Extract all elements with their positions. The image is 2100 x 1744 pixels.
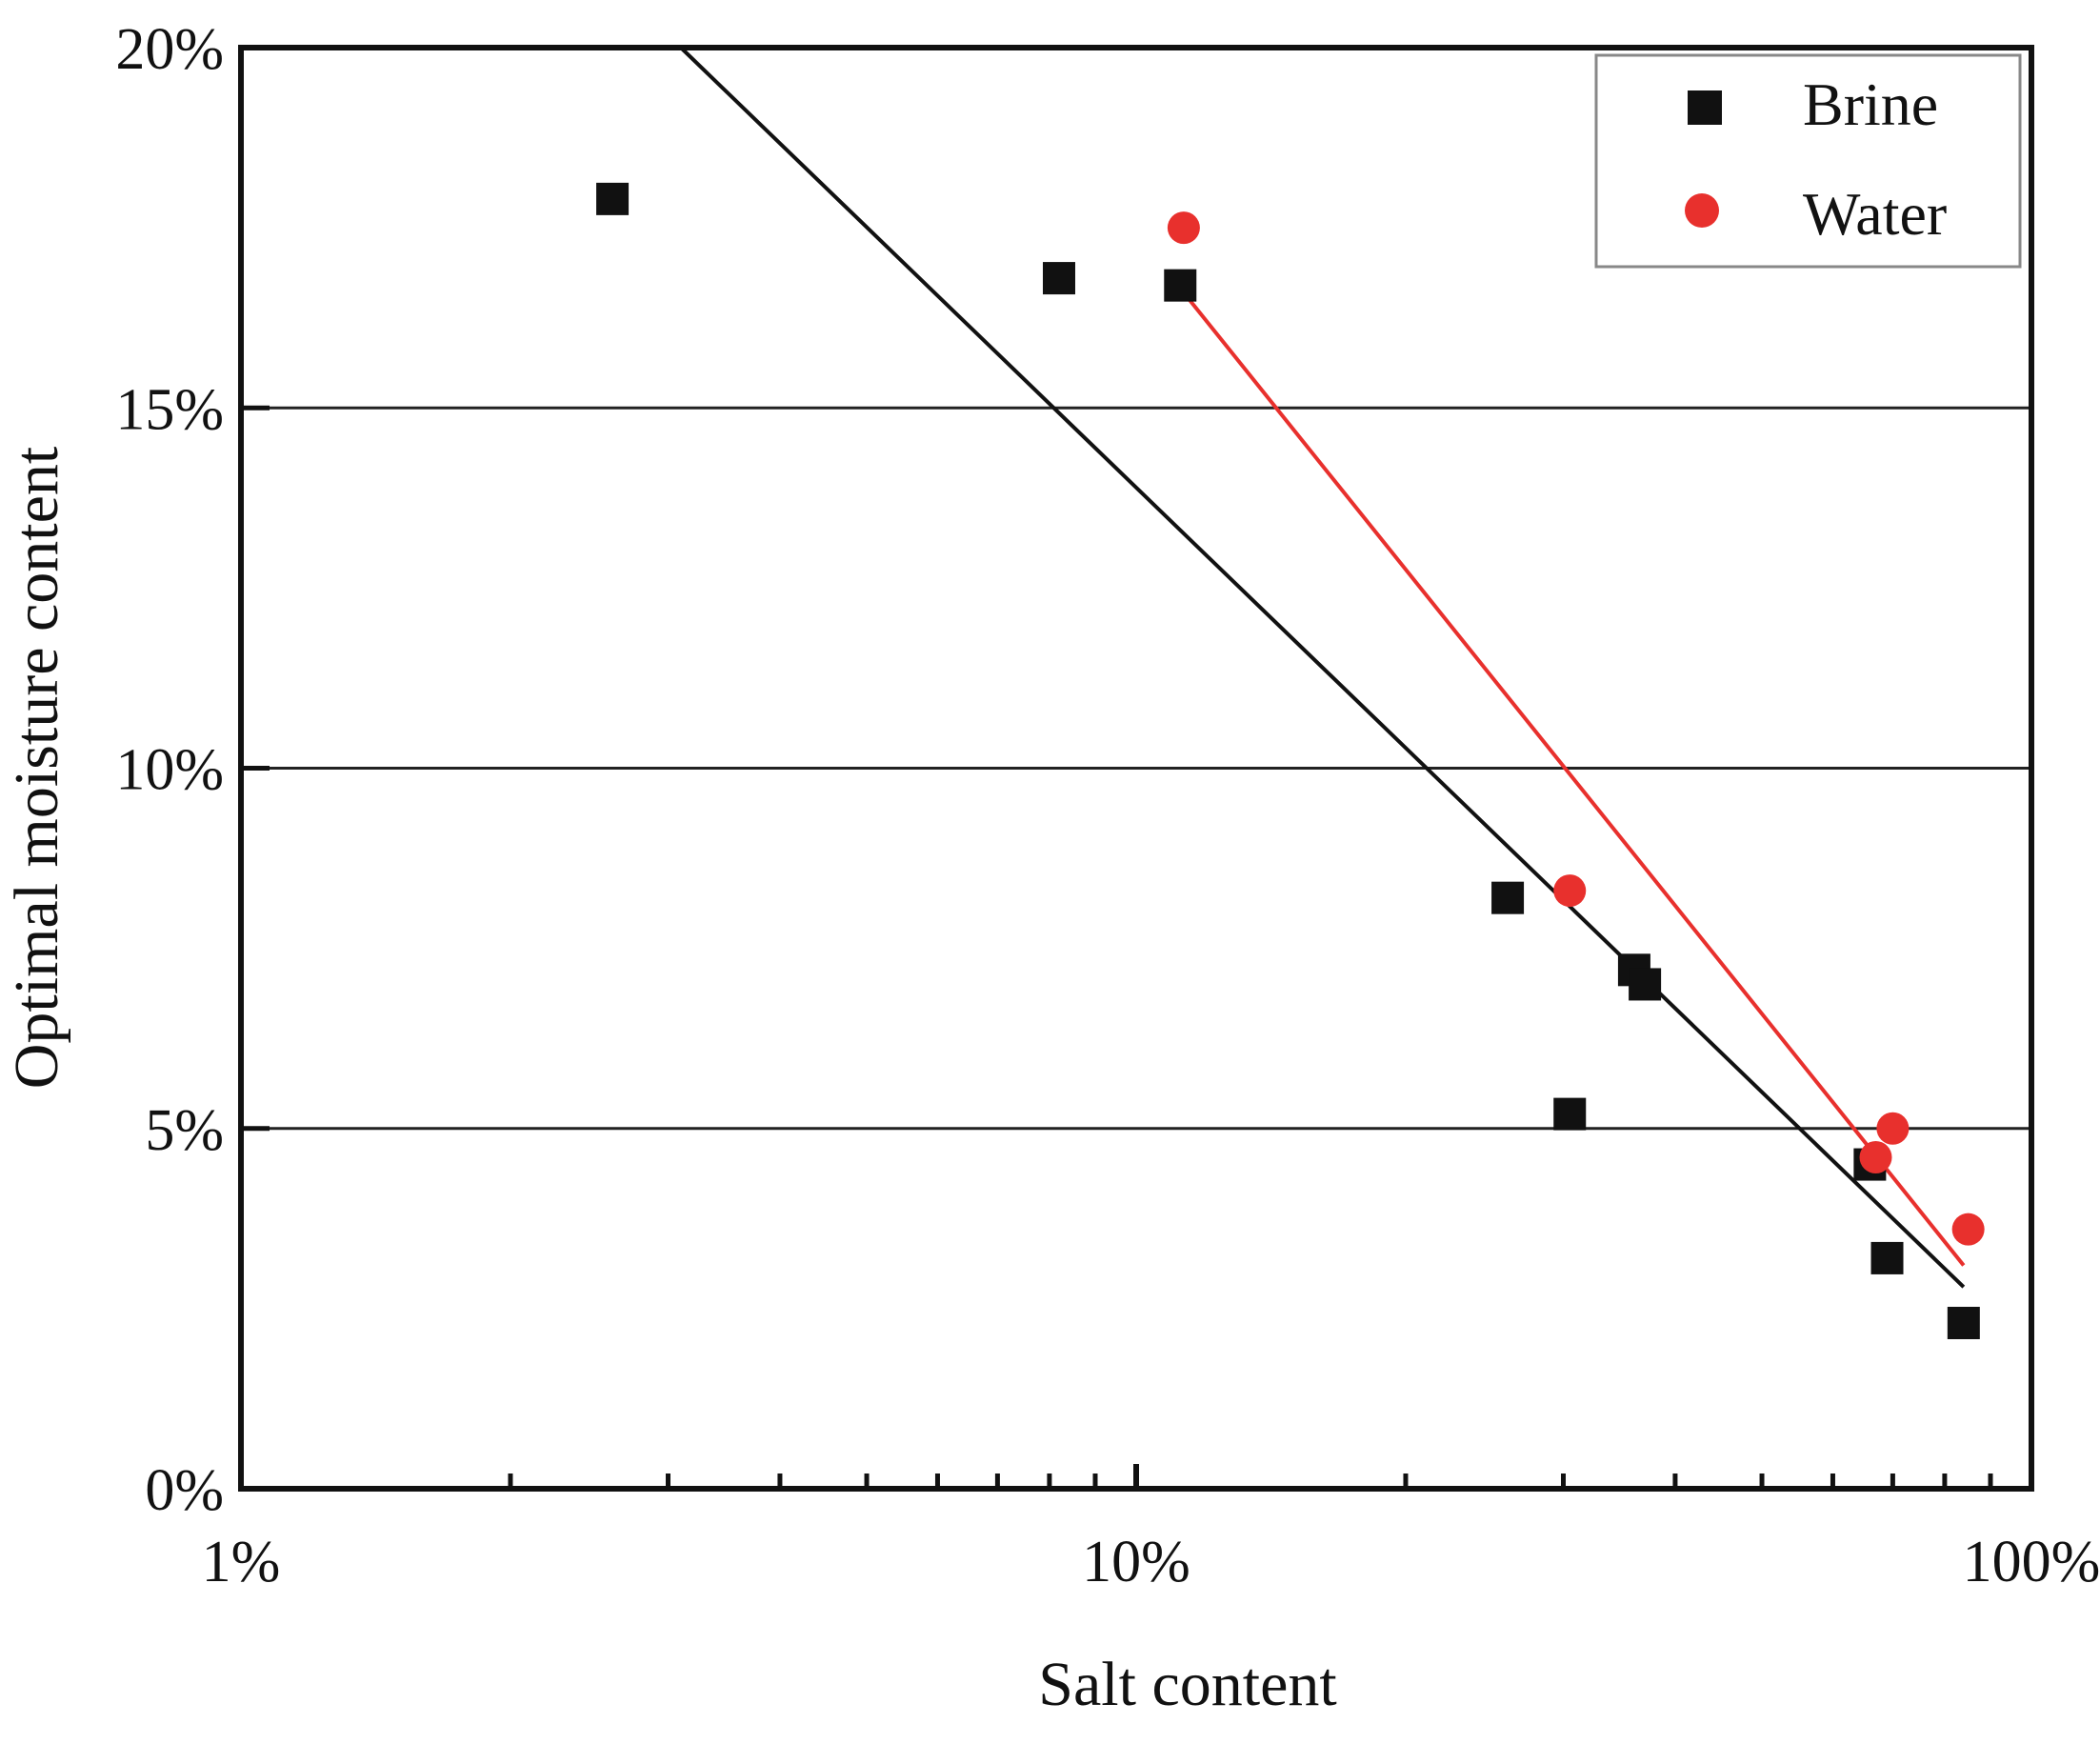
y-tick-label: 10%: [115, 738, 224, 803]
y-axis-title: Optimal moisture content: [2, 447, 71, 1090]
y-tick-label: 5%: [145, 1098, 224, 1163]
data-point-brine: [1553, 1097, 1587, 1131]
data-point-brine: [1491, 881, 1525, 914]
legend-box: [1594, 53, 2022, 269]
data-point-brine: [1947, 1307, 1980, 1340]
x-tick-label: 10%: [1082, 1530, 1190, 1594]
x-tick-label: 1%: [202, 1530, 281, 1594]
data-points: [596, 182, 1985, 1340]
y-tick-label: 20%: [115, 17, 224, 82]
trendlines: [679, 46, 1966, 1289]
trendline-brine: [679, 46, 1966, 1289]
legend-marker-water: [1685, 193, 1719, 228]
data-point-water: [1951, 1213, 1985, 1246]
axis-ticks: 0% 5% 10% 15% 20% 1% 10% 100%: [115, 17, 2100, 1594]
trendline-water: [1182, 291, 1966, 1267]
data-point-water: [1167, 211, 1200, 245]
legend-label-brine: Brine: [1803, 70, 1938, 138]
legend-label-water: Water: [1803, 180, 1947, 248]
grid-lines: [241, 406, 2031, 1131]
data-point-water: [1553, 874, 1587, 908]
data-point-brine: [596, 182, 630, 215]
data-point-water: [1859, 1141, 1892, 1174]
legend: Brine Water: [1594, 53, 2022, 269]
data-point-brine: [1042, 262, 1075, 295]
x-axis-title: Salt content: [1038, 1650, 1336, 1719]
y-tick-label: 0%: [145, 1458, 224, 1523]
data-point-brine: [1870, 1241, 1904, 1274]
data-point-brine: [1164, 269, 1197, 302]
data-point-water: [1876, 1112, 1910, 1145]
y-tick-label: 15%: [115, 377, 224, 442]
data-point-brine: [1629, 968, 1662, 1001]
legend-marker-brine: [1688, 90, 1722, 125]
x-tick-label: 100%: [1963, 1530, 2100, 1594]
